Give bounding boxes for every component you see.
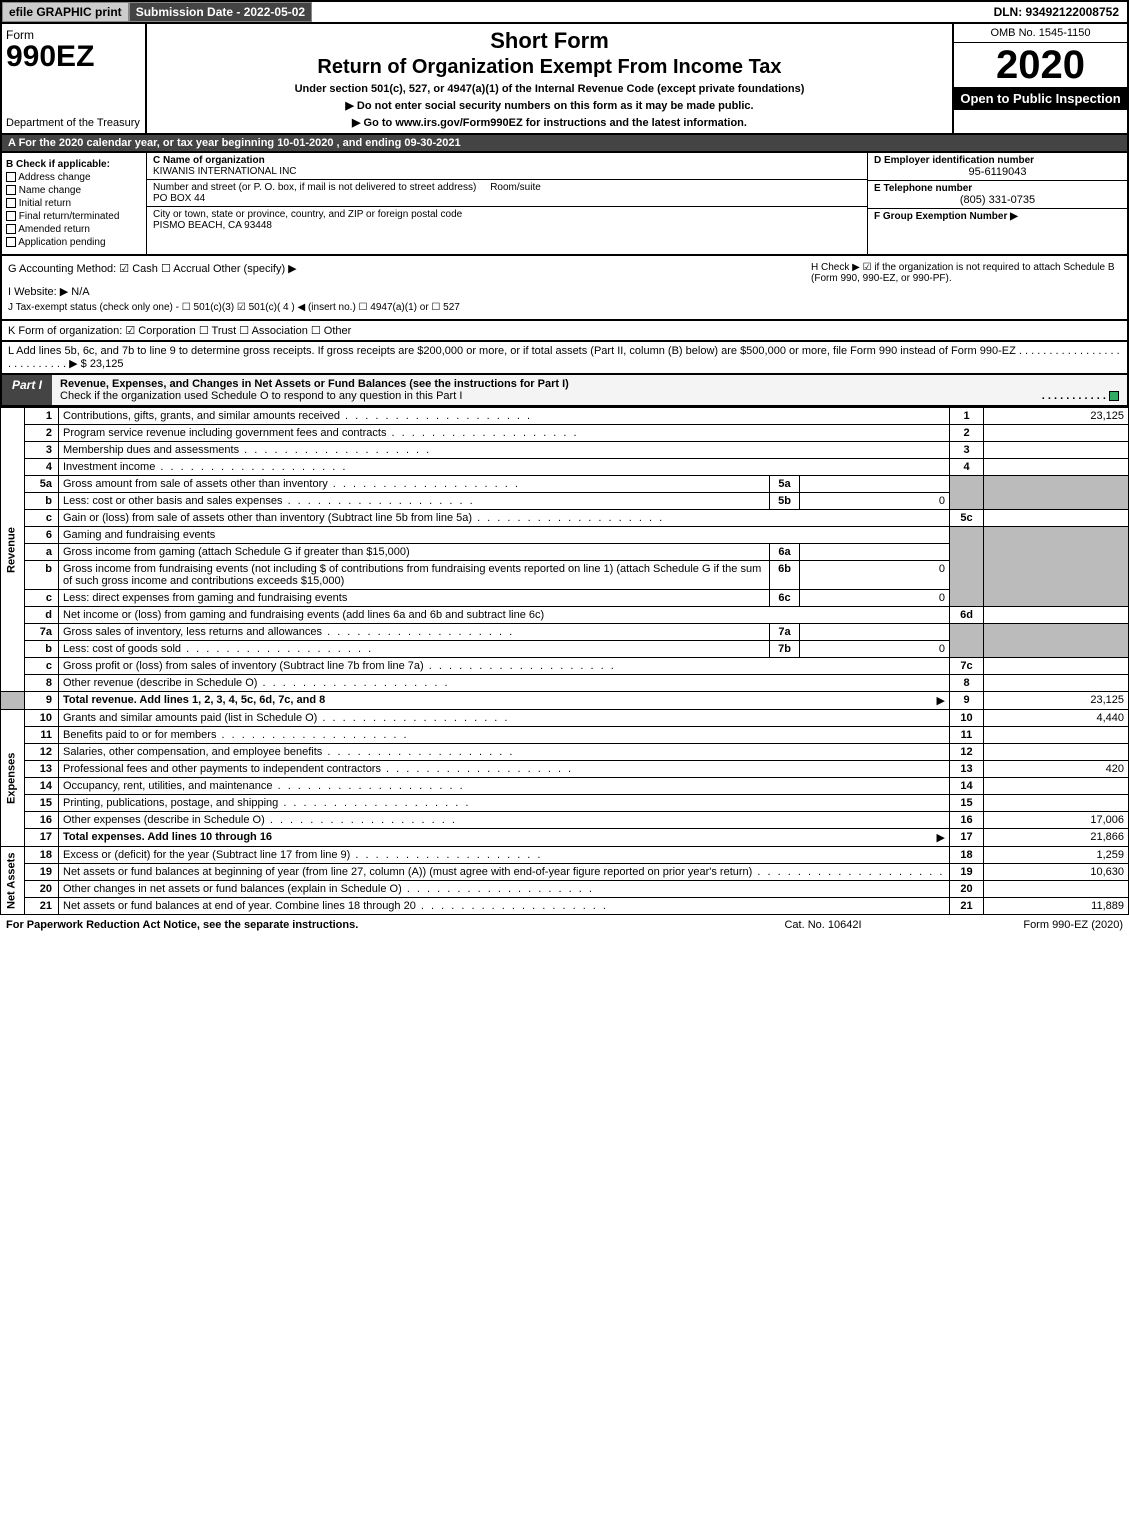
check-initial-return[interactable]: [6, 198, 16, 208]
section-d-e-f: D Employer identification number 95-6119…: [867, 153, 1127, 254]
goto-link[interactable]: ▶ Go to www.irs.gov/Form990EZ for instru…: [155, 116, 944, 129]
check-final-return[interactable]: [6, 211, 16, 221]
line-16-value: 17,006: [984, 812, 1129, 829]
page-footer: For Paperwork Reduction Act Notice, see …: [0, 915, 1129, 935]
page: efile GRAPHIC print Submission Date - 20…: [0, 0, 1129, 935]
section-b-c-d-e-f: B Check if applicable: Address change Na…: [0, 153, 1129, 256]
line-11-value: [984, 727, 1129, 744]
ein-value: 95-6119043: [874, 166, 1121, 178]
line-21-value: 11,889: [984, 898, 1129, 915]
lines-table: Revenue 1 Contributions, gifts, grants, …: [0, 407, 1129, 915]
open-to-public: Open to Public Inspection: [954, 87, 1127, 110]
part-i-title: Revenue, Expenses, and Changes in Net As…: [60, 378, 569, 390]
g-accounting: G Accounting Method: ☑ Cash ☐ Accrual Ot…: [8, 262, 791, 275]
form-number: 990EZ: [6, 42, 141, 72]
line-5b-value: 0: [800, 493, 950, 510]
line-6d-value: [984, 607, 1129, 624]
part-i-header: Part I Revenue, Expenses, and Changes in…: [0, 375, 1129, 407]
i-website: I Website: ▶ N/A: [8, 285, 791, 298]
section-g-h-i-j: G Accounting Method: ☑ Cash ☐ Accrual Ot…: [0, 256, 1129, 321]
section-c-org: C Name of organization KIWANIS INTERNATI…: [147, 153, 867, 254]
e-label: E Telephone number: [874, 183, 972, 194]
line-19-value: 10,630: [984, 864, 1129, 881]
d-label: D Employer identification number: [874, 155, 1034, 166]
city-label: City or town, state or province, country…: [153, 209, 462, 220]
line-10-value: 4,440: [984, 710, 1129, 727]
form-header: Form 990EZ Department of the Treasury Sh…: [0, 24, 1129, 135]
footer-mid: Cat. No. 10642I: [723, 919, 923, 931]
line-2-value: [984, 425, 1129, 442]
line-12-value: [984, 744, 1129, 761]
line-14-value: [984, 778, 1129, 795]
line-9-value: 23,125: [984, 692, 1129, 710]
line-3-value: [984, 442, 1129, 459]
efile-print-button[interactable]: efile GRAPHIC print: [2, 2, 129, 22]
line-6b-value: 0: [800, 561, 950, 590]
j-tax-exempt: J Tax-exempt status (check only one) - ☐…: [8, 302, 791, 313]
line-1-value: 23,125: [984, 408, 1129, 425]
title-return: Return of Organization Exempt From Incom…: [155, 56, 944, 79]
line-8-value: [984, 675, 1129, 692]
street-label: Number and street (or P. O. box, if mail…: [153, 182, 476, 193]
line-18-value: 1,259: [984, 847, 1129, 864]
line-13-value: 420: [984, 761, 1129, 778]
check-schedule-o[interactable]: [1109, 391, 1119, 401]
line-17-value: 21,866: [984, 829, 1129, 847]
check-application-pending[interactable]: [6, 237, 16, 247]
top-bar: efile GRAPHIC print Submission Date - 20…: [0, 0, 1129, 24]
street-value: PO BOX 44: [153, 193, 205, 204]
omb-number: OMB No. 1545-1150: [954, 24, 1127, 43]
part-i-tag: Part I: [2, 375, 52, 405]
footer-left: For Paperwork Reduction Act Notice, see …: [6, 919, 723, 931]
revenue-section-label: Revenue: [1, 408, 25, 692]
check-address-change[interactable]: [6, 172, 16, 182]
b-label: B Check if applicable:: [6, 159, 142, 170]
line-6a-value: [800, 544, 950, 561]
section-a-bar: A For the 2020 calendar year, or tax yea…: [0, 135, 1129, 153]
expenses-section-label: Expenses: [1, 710, 25, 847]
k-form-org: K Form of organization: ☑ Corporation ☐ …: [0, 321, 1129, 342]
check-amended-return[interactable]: [6, 224, 16, 234]
line-5a-value: [800, 476, 950, 493]
line-7b-value: 0: [800, 641, 950, 658]
line-7c-value: [984, 658, 1129, 675]
submission-date-button[interactable]: Submission Date - 2022-05-02: [129, 2, 312, 22]
h-schedule-b: H Check ▶ ☑ if the organization is not r…: [811, 262, 1121, 313]
no-ssn-notice: ▶ Do not enter social security numbers o…: [155, 99, 944, 112]
line-20-value: [984, 881, 1129, 898]
netassets-section-label: Net Assets: [1, 847, 25, 915]
c-label: C Name of organization: [153, 155, 265, 166]
check-name-change[interactable]: [6, 185, 16, 195]
org-name: KIWANIS INTERNATIONAL INC: [153, 166, 297, 177]
line-7a-value: [800, 624, 950, 641]
city-value: PISMO BEACH, CA 93448: [153, 220, 272, 231]
part-i-sub: Check if the organization used Schedule …: [60, 390, 462, 402]
room-label: Room/suite: [490, 182, 541, 193]
footer-right: Form 990-EZ (2020): [923, 919, 1123, 931]
tax-year: 2020: [954, 43, 1127, 87]
phone-value: (805) 331-0735: [874, 194, 1121, 206]
dln-label: DLN: 93492122008752: [986, 3, 1127, 21]
line-4-value: [984, 459, 1129, 476]
l-gross-receipts: L Add lines 5b, 6c, and 7b to line 9 to …: [0, 342, 1129, 375]
dept-label: Department of the Treasury: [6, 117, 141, 129]
line-15-value: [984, 795, 1129, 812]
f-label: F Group Exemption Number ▶: [874, 211, 1018, 222]
title-short-form: Short Form: [155, 28, 944, 54]
line-5c-value: [984, 510, 1129, 527]
under-section: Under section 501(c), 527, or 4947(a)(1)…: [155, 83, 944, 95]
section-b-checks: B Check if applicable: Address change Na…: [2, 153, 147, 254]
line-6c-value: 0: [800, 590, 950, 607]
